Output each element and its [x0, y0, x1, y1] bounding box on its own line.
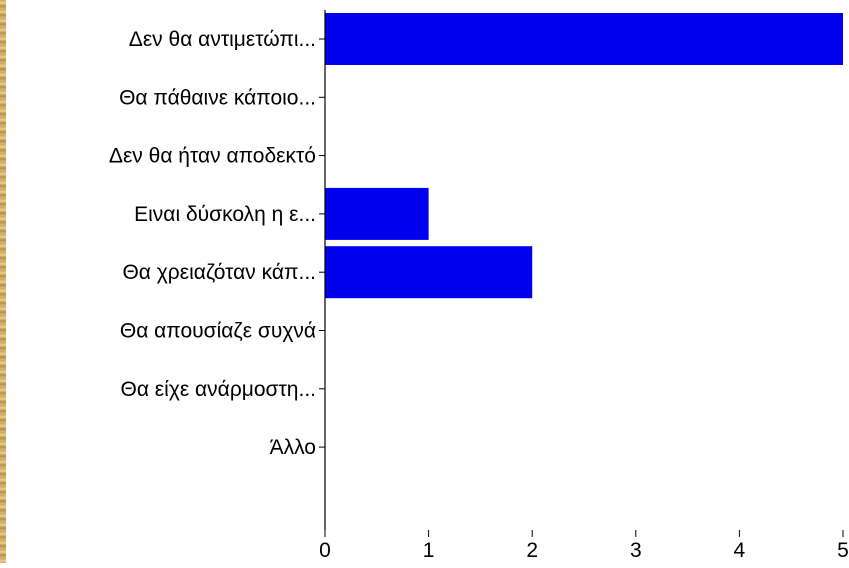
x-tick-labels-group: 0 1 2 3 4 5	[319, 539, 849, 562]
bars-group	[325, 13, 843, 299]
bar	[325, 246, 533, 299]
category-label: Ειναι δύσκολη η ε...	[134, 203, 316, 226]
category-label: Δεν θα ήταν αποδεκτό	[109, 145, 316, 168]
x-tick-label: 2	[526, 539, 538, 562]
x-tick-label: 4	[734, 539, 746, 562]
category-label: Θα χρειαζόταν κάπ...	[122, 261, 316, 284]
category-label: Θα απουσίαζε συχνά	[120, 320, 316, 343]
decorative-border	[0, 0, 6, 563]
category-label: Δεν θα αντιμετώπι...	[129, 28, 316, 51]
x-tick-label: 5	[837, 539, 849, 562]
bar	[325, 13, 843, 65]
category-label: Θα είχε ανάρμοστη...	[120, 378, 316, 401]
bar	[325, 187, 429, 240]
category-label: Άλλο	[270, 436, 316, 459]
axes-group	[319, 10, 844, 537]
x-tick-label: 3	[630, 539, 642, 562]
category-label: Θα πάθαινε κάποιο...	[119, 86, 316, 109]
category-labels-group: Δεν θα αντιμετώπι... Θα πάθαινε κάποιο...…	[109, 28, 316, 459]
x-tick-label: 1	[423, 539, 435, 562]
x-tick-label: 0	[319, 539, 331, 562]
